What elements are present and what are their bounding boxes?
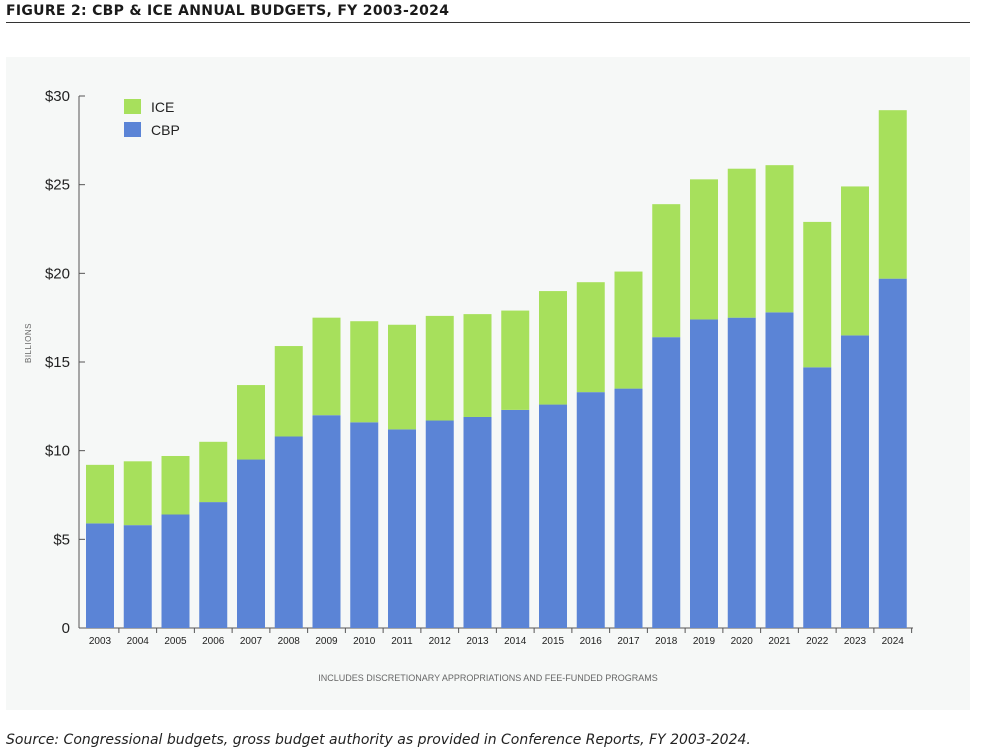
- x-tick-label-2009: 2009: [315, 636, 338, 647]
- bar-ice-2015: [539, 291, 567, 405]
- bar-cbp-2011: [388, 429, 416, 628]
- legend-label-ice: ICE: [151, 99, 174, 115]
- x-tick-label-2014: 2014: [504, 636, 527, 647]
- x-tick-label-2018: 2018: [655, 636, 678, 647]
- legend-label-cbp: CBP: [151, 122, 180, 138]
- y-tick-label: $10: [45, 443, 70, 460]
- bar-cbp-2018: [652, 337, 681, 628]
- bar-cbp-2003: [86, 523, 114, 628]
- y-tick-labels: 0 $5 $10 $15 $20 $25 $30: [45, 88, 85, 637]
- x-tick-label-2020: 2020: [731, 636, 754, 647]
- bar-cbp-2017: [614, 388, 643, 628]
- bar-ice-2022: [803, 221, 832, 368]
- bar-ice-2021: [765, 165, 794, 313]
- y-tick-label: $25: [45, 177, 70, 194]
- y-tick-label: $15: [45, 354, 70, 371]
- y-tick-label: 0: [62, 620, 70, 637]
- legend: ICE CBP: [124, 99, 180, 138]
- bar-cbp-2005: [161, 514, 190, 628]
- bar-ice-2009: [312, 317, 341, 416]
- bar-ice-2004: [123, 461, 152, 526]
- x-tick-label-2012: 2012: [429, 636, 452, 647]
- bar-ice-2007: [237, 385, 265, 460]
- title-rule: [6, 22, 970, 23]
- bars: [86, 110, 907, 628]
- y-tick-label: $30: [45, 88, 70, 105]
- legend-swatch-ice: [124, 99, 141, 114]
- legend-swatch-cbp: [124, 122, 141, 137]
- figure-title: FIGURE 2: CBP & ICE ANNUAL BUDGETS, FY 2…: [6, 3, 450, 19]
- bar-ice-2018: [652, 204, 681, 338]
- x-tick-label-2016: 2016: [580, 636, 603, 647]
- bar-ice-2012: [425, 315, 454, 421]
- chart-footnote: INCLUDES DISCRETIONARY APPROPRIATIONS AN…: [318, 673, 658, 683]
- bar-ice-2008: [274, 346, 303, 437]
- bar-cbp-2009: [312, 415, 341, 628]
- x-tick-label-2023: 2023: [844, 636, 867, 647]
- x-tick-label-2008: 2008: [278, 636, 301, 647]
- bar-cbp-2023: [841, 335, 869, 628]
- bar-ice-2010: [350, 321, 379, 423]
- x-tick-label-2010: 2010: [353, 636, 376, 647]
- bar-ice-2023: [841, 186, 869, 336]
- x-tick-label-2021: 2021: [768, 636, 791, 647]
- bar-cbp-2010: [350, 422, 379, 628]
- bar-cbp-2021: [765, 312, 794, 628]
- bar-cbp-2019: [690, 319, 718, 628]
- bar-cbp-2022: [803, 367, 832, 628]
- bar-cbp-2015: [539, 404, 567, 628]
- bar-cbp-2006: [199, 502, 228, 628]
- x-tick-label-2006: 2006: [202, 636, 225, 647]
- x-tick-label-2004: 2004: [127, 636, 150, 647]
- y-tick-label: $20: [45, 265, 70, 282]
- bar-ice-2006: [199, 441, 228, 503]
- bar-cbp-2014: [501, 409, 530, 628]
- bar-ice-2003: [86, 464, 114, 524]
- x-tick-label-2003: 2003: [89, 636, 112, 647]
- x-tick-label-2007: 2007: [240, 636, 263, 647]
- bar-cbp-2020: [727, 317, 756, 628]
- y-axis-label: BILLIONS: [24, 323, 33, 363]
- bar-ice-2020: [727, 168, 756, 318]
- x-tick-label-2019: 2019: [693, 636, 716, 647]
- bar-cbp-2016: [576, 392, 605, 628]
- source-note: Source: Congressional budgets, gross bud…: [6, 732, 751, 748]
- y-tick-label: $5: [53, 531, 70, 548]
- bar-ice-2024: [878, 110, 907, 279]
- x-tick-label-2017: 2017: [617, 636, 640, 647]
- bar-cbp-2008: [274, 436, 303, 628]
- bar-ice-2016: [576, 282, 605, 393]
- bar-cbp-2007: [237, 459, 265, 628]
- bar-cbp-2024: [878, 278, 907, 628]
- x-tick-label-2011: 2011: [391, 636, 413, 647]
- bar-cbp-2012: [425, 420, 454, 628]
- bar-ice-2013: [463, 314, 492, 417]
- x-tick-label-2005: 2005: [164, 636, 187, 647]
- bar-ice-2019: [690, 179, 718, 320]
- bar-ice-2005: [161, 455, 190, 515]
- bar-ice-2017: [614, 271, 643, 389]
- x-tick-label-2022: 2022: [806, 636, 829, 647]
- x-tick-label-2024: 2024: [882, 636, 905, 647]
- x-tick-label-2015: 2015: [542, 636, 565, 647]
- bar-ice-2011: [388, 324, 416, 430]
- x-tick-labels: 2003 2004 2005 2006 2007 2008 2009 2010 2011 2012…: [89, 628, 913, 647]
- x-tick-label-2013: 2013: [466, 636, 489, 647]
- bar-cbp-2004: [123, 525, 152, 628]
- bar-ice-2014: [501, 310, 530, 410]
- bar-cbp-2013: [463, 416, 492, 628]
